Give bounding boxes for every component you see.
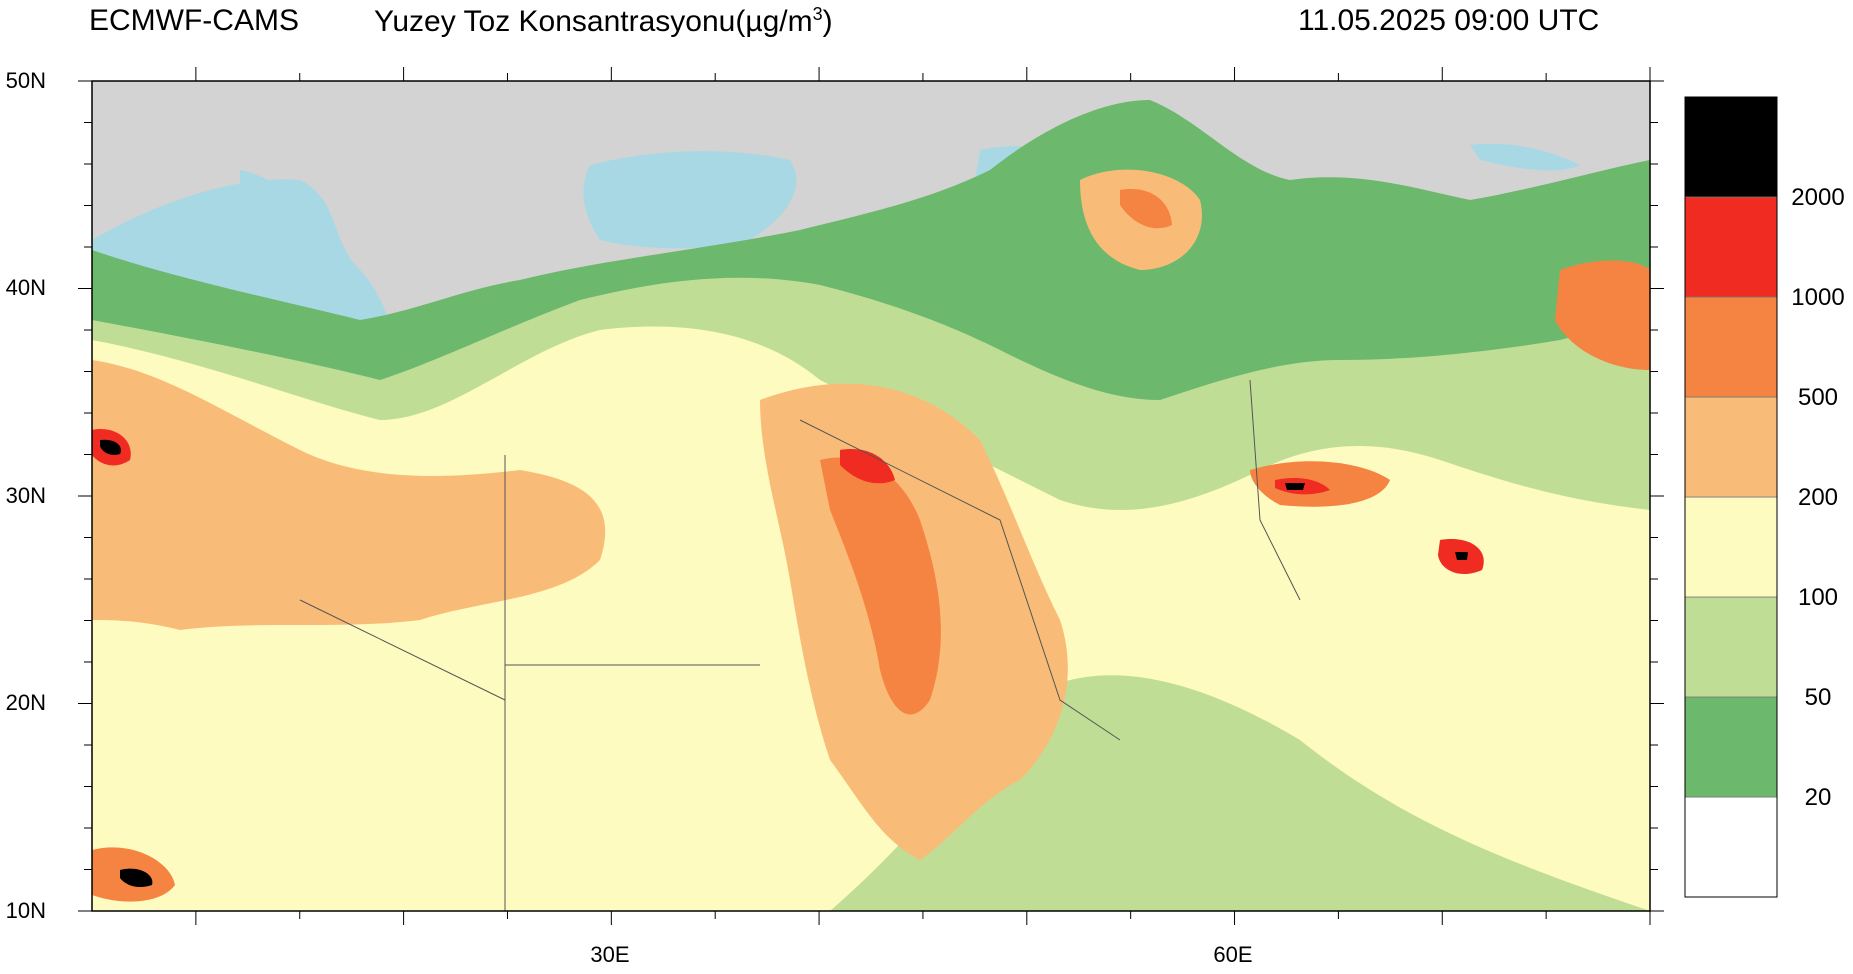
contour-2000-thar (1455, 552, 1468, 560)
model-name: ECMWF-CAMS (89, 4, 299, 37)
lon-label-30e: 30E (590, 942, 630, 967)
colorbar-label-200: 200 (1797, 484, 1839, 511)
contour-200-sahara (92, 360, 606, 630)
map-plot-area (92, 81, 1650, 911)
border-arabia (799, 419, 1121, 741)
colorbar-frame (1684, 96, 1778, 898)
contour-1000-arabia (840, 449, 895, 484)
adriatic-sea (240, 170, 324, 300)
colorbar-label-1000: 1000 (1791, 284, 1845, 311)
border-iran-pakistan (1249, 379, 1301, 601)
lat-label-10n: 10N (5, 898, 46, 923)
colorbar-segment-0 (1684, 796, 1778, 898)
colorbar-segment-2 (1684, 596, 1778, 698)
lat-label-40n: 40N (5, 275, 46, 300)
contour-2000-sistan (1285, 483, 1305, 490)
colorbar-label-20: 20 (1804, 784, 1832, 811)
contour-2000-algeria (100, 439, 121, 455)
colorbar-segment-1 (1684, 696, 1778, 798)
map-title-end: ) (822, 5, 833, 38)
contour-500-aral (1120, 189, 1172, 229)
lat-label-50n: 50N (5, 68, 46, 93)
black-sea (583, 150, 797, 249)
colorbar-segment-5 (1684, 296, 1778, 398)
colorbar-segment-7 (1684, 96, 1778, 198)
colorbar-label-50: 50 (1804, 684, 1832, 711)
country-borders (299, 379, 1301, 911)
lake-balkhash (1470, 143, 1580, 171)
colorbar (1684, 96, 1778, 898)
lat-label-20n: 20N (5, 690, 46, 715)
colorbar-label-2000: 2000 (1791, 184, 1845, 211)
contour-500-taklamakan (1555, 260, 1650, 370)
axis-ticks (78, 67, 1664, 925)
map-title-main: Yuzey Toz Konsantrasyonu(µg/m (374, 5, 813, 38)
colorbar-label-100: 100 (1797, 584, 1839, 611)
border-libya-chad (299, 599, 506, 701)
colorbar-segment-6 (1684, 196, 1778, 298)
colorbar-segment-3 (1684, 496, 1778, 598)
contour-2000-chad (120, 868, 153, 888)
lat-label-30n: 30N (5, 483, 46, 508)
colorbar-label-500: 500 (1797, 384, 1839, 411)
lon-label-60e: 60E (1213, 942, 1253, 967)
map-title-superscript: 3 (812, 4, 823, 24)
colorbar-segment-4 (1684, 396, 1778, 498)
forecast-datetime: 11.05.2025 09:00 UTC (1298, 4, 1600, 37)
dust-contours (92, 100, 1650, 911)
map-title: Yuzey Toz Konsantrasyonu(µg/m3) (374, 4, 833, 39)
contour-500-arabia (820, 457, 941, 715)
